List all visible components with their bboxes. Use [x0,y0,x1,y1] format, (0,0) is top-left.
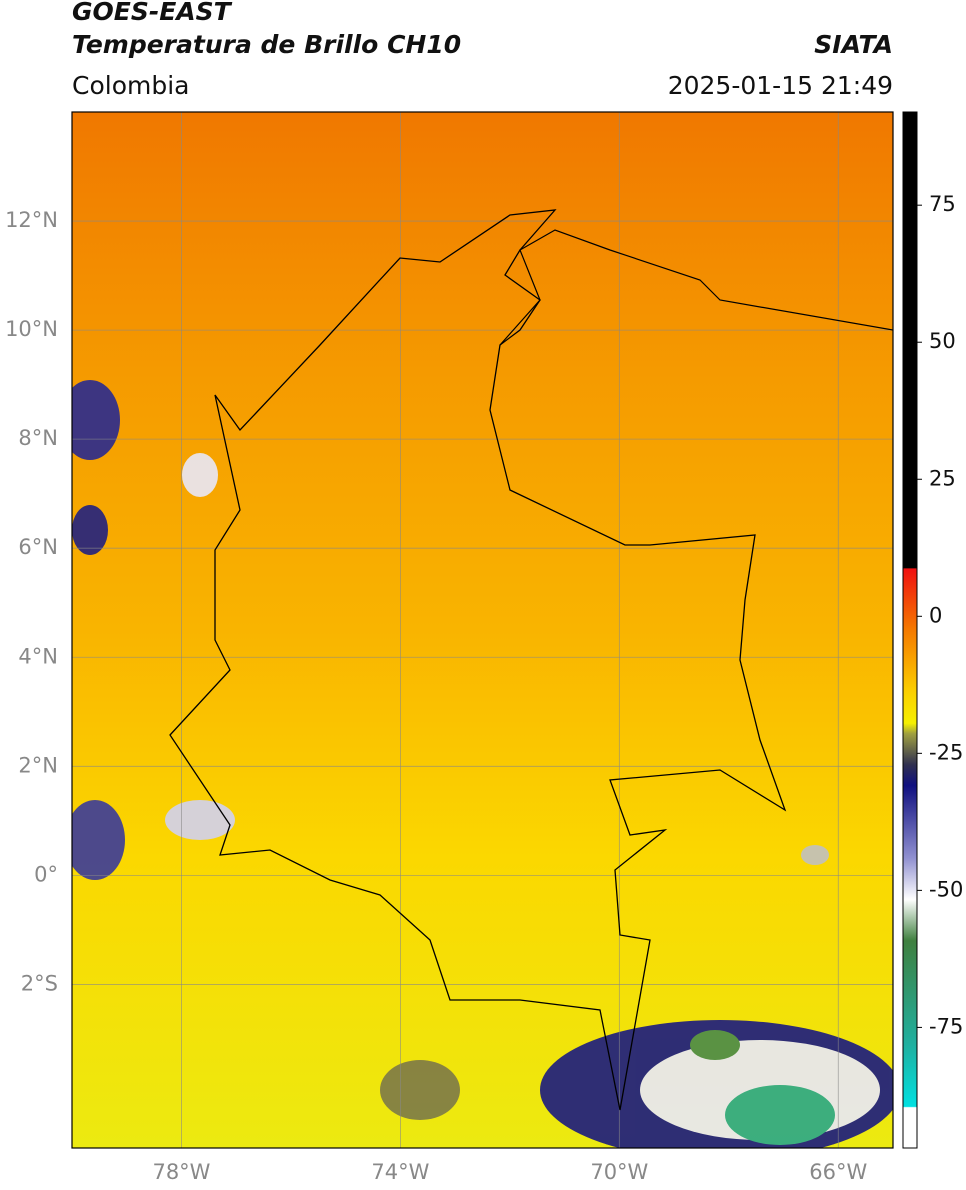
lon-tick-label: 70°W [590,1160,648,1184]
coastline [499,229,893,346]
lat-tick-label: 0° [34,862,58,886]
source: SIATA [814,30,893,59]
colorbar-tick-label: 0 [929,603,942,627]
colorbar [902,111,918,1149]
colorbar-tick-label: 25 [929,466,956,490]
lon-tick-label: 78°W [152,1160,210,1184]
map-background [72,112,893,1148]
colorbar-tick-label: 75 [929,192,956,216]
map [72,112,893,1148]
map-frame [71,111,894,1149]
cloud-areas [72,380,893,1148]
lat-tick-label: 6°N [18,535,58,559]
title: GOES-EAST [72,0,233,26]
lon-tick-label: 74°W [371,1160,429,1184]
lat-tick-label: 12°N [5,208,58,232]
lat-tick-label: 2°N [18,753,58,777]
lat-tick-label: 10°N [5,317,58,341]
colorbar-tick-label: 50 [929,329,956,353]
country-border [169,209,787,1111]
subtitle: Temperatura de Brillo CH10 [72,30,461,59]
colorbar-tick-label: -25 [929,740,963,764]
lat-tick-label: 8°N [18,426,58,450]
colorbar-tick-label: -75 [929,1014,963,1038]
colorbar-tick-label: -50 [929,877,963,901]
datetime: 2025-01-15 21:49 [668,71,893,100]
region: Colombia [72,71,189,100]
lon-tick-label: 66°W [809,1160,867,1184]
graticule [72,112,893,1148]
lat-tick-label: 2°S [21,971,58,995]
lat-tick-label: 4°N [18,644,58,668]
